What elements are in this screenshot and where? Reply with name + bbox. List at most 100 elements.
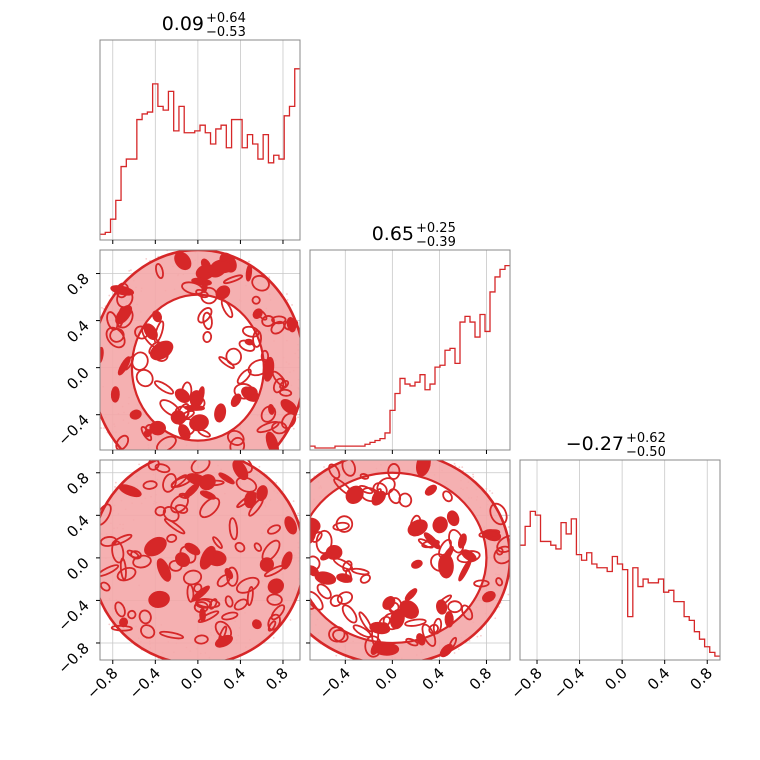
- sample-point: [476, 635, 479, 638]
- sample-point: [170, 456, 172, 458]
- frame-layer: [99, 39, 721, 661]
- density-contour-blob: [100, 581, 111, 592]
- density-contour-blob: [216, 573, 231, 588]
- sample-point: [431, 661, 433, 663]
- density-contour-blob: [448, 528, 465, 554]
- density-contour-blob: [180, 381, 193, 403]
- density-contour-blob: [127, 609, 137, 620]
- sample-point: [234, 455, 236, 457]
- density-contour-blob: [197, 428, 211, 438]
- density-contour-blob: [152, 345, 169, 362]
- density-contour-blob: [194, 634, 209, 645]
- sample-point: [292, 500, 295, 503]
- density-contour-blob: [253, 542, 263, 552]
- x-tick-label: 0.8: [686, 664, 716, 694]
- density-contour-blob: [266, 593, 283, 606]
- density-contour-blob: [411, 559, 423, 569]
- density-contour-blob: [174, 504, 189, 514]
- density-contour-blob: [100, 503, 112, 526]
- density-contour-blob: [335, 515, 354, 533]
- sample-point: [87, 358, 89, 360]
- sample-point: [307, 555, 309, 557]
- sample-point: [302, 548, 304, 550]
- density-contour-blob: [336, 591, 354, 605]
- density-contour-blob: [267, 524, 281, 535]
- sample-point: [93, 532, 95, 534]
- sample-point: [407, 667, 409, 669]
- density-contour-blob: [100, 536, 118, 547]
- density-panel-2_0: [93, 450, 309, 664]
- density-contour-blob: [211, 259, 234, 274]
- sample-point: [94, 596, 96, 598]
- density-contour-blob: [178, 424, 191, 441]
- density-contour-blob: [259, 557, 275, 572]
- sample-point: [303, 548, 305, 550]
- density-contour-blob: [199, 545, 216, 570]
- density-contour-blob: [260, 349, 270, 363]
- sample-point: [114, 486, 116, 488]
- density-contour-blob: [115, 307, 134, 329]
- sample-point: [494, 617, 497, 620]
- density-contour-blob: [345, 569, 353, 583]
- density-contour-blob: [388, 488, 402, 505]
- sample-point: [225, 452, 227, 454]
- sample-point: [102, 307, 105, 310]
- density-panel-1_0: [87, 248, 300, 458]
- density-contour-blob: [142, 480, 158, 490]
- y-tick-label: 0.4: [63, 317, 93, 347]
- density-contour-blob: [405, 637, 419, 647]
- density-contour-blob: [212, 536, 223, 549]
- y-tick-label: 0.8: [63, 469, 93, 499]
- sample-point: [507, 593, 510, 596]
- density-contour-blob: [116, 288, 134, 309]
- density-contour-blob: [263, 356, 275, 382]
- density-contour-blob: [166, 533, 178, 543]
- density-contour-blob: [489, 502, 508, 526]
- x-tick-label: 0.8: [466, 664, 496, 694]
- sample-point: [97, 348, 99, 350]
- density-contour-blob: [119, 557, 127, 581]
- sample-point: [214, 248, 216, 250]
- sample-point: [323, 466, 325, 468]
- density-contour-blob: [153, 380, 175, 395]
- sample-point: [95, 350, 97, 352]
- density-contour-blob: [110, 386, 120, 403]
- histogram-p1: [310, 264, 510, 449]
- sample-point: [195, 453, 197, 455]
- density-contour-blob: [176, 403, 190, 425]
- density-contour-blob: [341, 460, 356, 477]
- density-contour-blob: [214, 403, 227, 423]
- sample-point: [100, 427, 103, 429]
- density-contour-blob: [144, 536, 167, 557]
- sample-point: [94, 547, 96, 549]
- sample-point: [138, 463, 141, 466]
- panel-frame-1_0: [99, 249, 301, 451]
- panel-frame-2_1: [309, 459, 511, 661]
- density-contour-blob: [159, 630, 185, 640]
- title-lower-error: −0.50: [626, 445, 666, 460]
- sample-point: [401, 457, 403, 459]
- sample-point: [145, 257, 148, 260]
- density-contour-blob: [268, 404, 275, 415]
- density-contour-blob: [382, 596, 396, 610]
- sample-point: [453, 462, 456, 465]
- sample-point: [305, 535, 307, 537]
- density-contour-blob: [376, 477, 396, 496]
- density-contour-blob: [116, 566, 137, 582]
- sample-point: [114, 481, 117, 484]
- density-panel-2_1: [302, 454, 510, 669]
- density-contour-blob: [135, 368, 154, 388]
- density-contour-blob: [110, 624, 133, 632]
- density-contour-blob: [222, 274, 244, 285]
- density-contour-blob: [148, 341, 162, 355]
- sample-point: [93, 395, 95, 397]
- sample-point: [438, 454, 440, 456]
- density-contour-blob: [182, 569, 203, 586]
- sample-point: [210, 662, 212, 664]
- title-layer: 0.09 +0.64−0.530.65 +0.25−0.39−0.27 +0.62−0…: [162, 11, 666, 460]
- sample-point: [166, 450, 168, 452]
- sample-point: [237, 454, 239, 456]
- density-contour-blob: [221, 611, 239, 621]
- sample-point: [335, 654, 338, 657]
- sample-point: [306, 542, 308, 544]
